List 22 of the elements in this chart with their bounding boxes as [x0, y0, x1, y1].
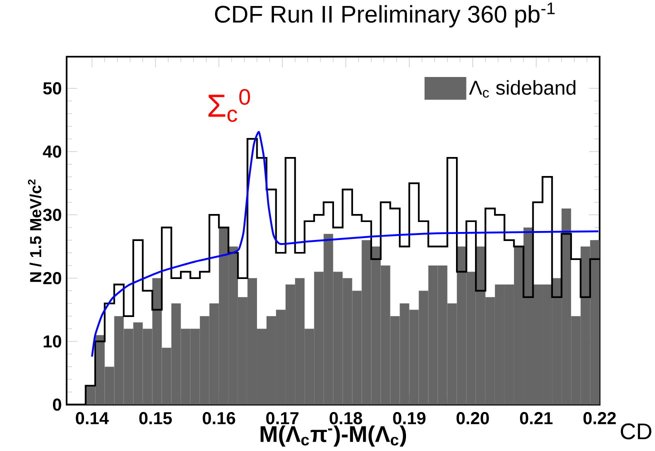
y-tick-label: 30 — [43, 208, 62, 221]
text: CD — [620, 423, 652, 440]
y-tick-label: 50 — [43, 82, 62, 94]
y-tick-label: 0 — [52, 398, 62, 411]
x-tick-label: 0.14 — [76, 412, 109, 424]
y-tick-label: 20 — [43, 272, 62, 284]
y-tick-label: 40 — [42, 145, 62, 158]
x-tick-label: 0.17 — [266, 412, 298, 424]
x-tick-label: 0.21 — [520, 412, 553, 424]
legend-label: Λ$_{c}$ sideband — [469, 80, 576, 98]
x-axis-title: M(Λ$_{c}$π$^{-}$)-M(Λ$_{c}$) — [260, 425, 406, 447]
x-tick-label: 0.20 — [456, 412, 489, 424]
chart-title: CDF Run II Preliminary 360 pb$^{-1}$ — [215, 2, 555, 28]
line-series — [91, 131, 600, 358]
y-tick-label: 10 — [44, 335, 62, 348]
x-tick-label: 0.19 — [393, 412, 426, 424]
x-tick-label: 0.22 — [583, 412, 616, 424]
annotation: Σ$_{c}$0 — [208, 89, 250, 122]
x-tick-label: 0.15 — [139, 412, 172, 424]
y-axis-title: N / 1.5 MeV/c$^{2}$ — [28, 180, 42, 282]
x-tick-label: 0.16 — [202, 412, 236, 424]
x-tick-label: 0.18 — [330, 412, 362, 424]
